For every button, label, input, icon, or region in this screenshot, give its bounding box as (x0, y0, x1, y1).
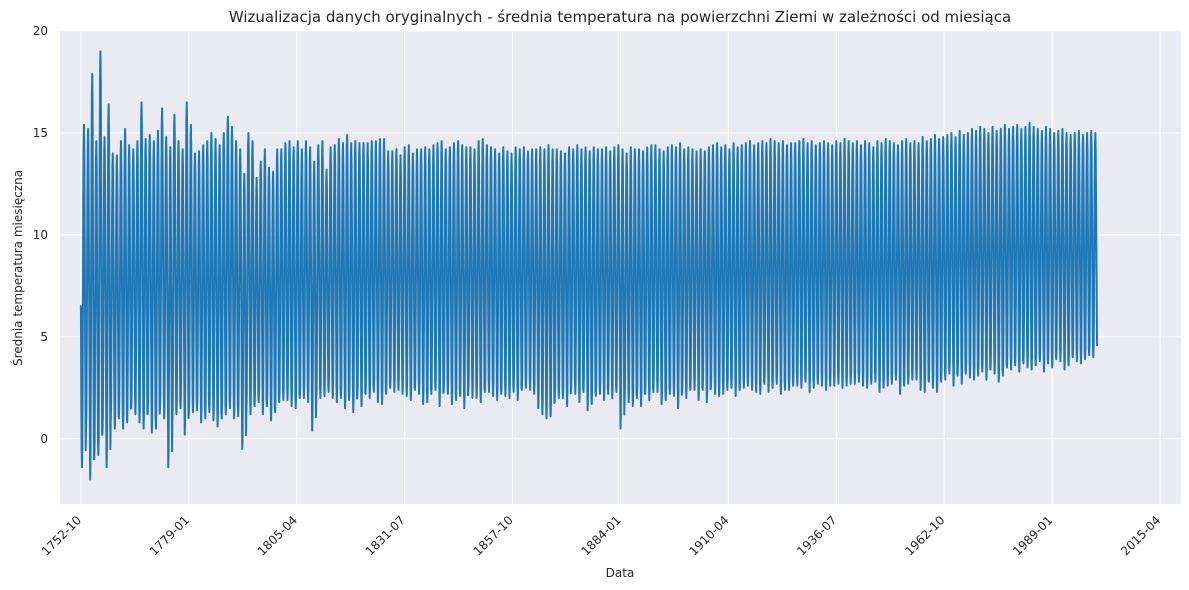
x-axis-label: Data (606, 566, 635, 580)
x-tick-label: 1989-01 (1010, 513, 1055, 558)
x-axis-ticks: 1752-10 1779-01 1805-04 1831-07 1857-10 1884-… (39, 513, 1164, 558)
y-tick-label: 20 (33, 24, 48, 38)
y-tick-label: 10 (33, 228, 48, 242)
y-tick-label: 15 (33, 126, 48, 140)
y-axis-label: Średnia temperatura miesięczna (10, 170, 25, 366)
x-tick-label: 1752-10 (39, 513, 84, 558)
x-tick-label: 1857-10 (471, 513, 516, 558)
y-axis-ticks: 0 5 10 15 20 (33, 24, 48, 446)
chart-title: Wizualizacja danych oryginalnych - średn… (229, 8, 1011, 26)
x-tick-label: 2015-04 (1118, 513, 1163, 558)
y-tick-label: 0 (40, 432, 48, 446)
x-tick-label: 1805-04 (255, 513, 300, 558)
x-tick-label: 1910-04 (686, 513, 731, 558)
x-tick-label: 1831-07 (363, 513, 408, 558)
x-tick-label: 1884-01 (578, 513, 623, 558)
series-line-temperature (79, 50, 1099, 481)
y-tick-label: 5 (40, 330, 48, 344)
x-tick-label: 1936-07 (794, 513, 839, 558)
x-tick-label: 1962-10 (902, 513, 947, 558)
x-tick-label: 1779-01 (147, 513, 192, 558)
